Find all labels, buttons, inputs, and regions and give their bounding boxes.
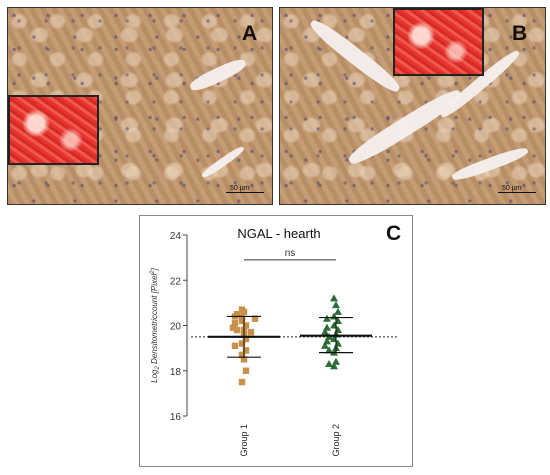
data-point-group2 (321, 328, 329, 336)
data-point-group1 (247, 329, 255, 336)
data-point-group1 (242, 335, 250, 343)
scale-bar (226, 192, 264, 193)
data-point-group2 (325, 346, 333, 354)
inset-stain-b (393, 8, 484, 76)
micrograph-panel-b: B 50 µm (279, 7, 546, 205)
data-point-group2 (334, 307, 342, 315)
y-tick-label: 20 (170, 322, 182, 333)
tissue-gap (450, 144, 530, 184)
data-point-group1 (231, 320, 239, 327)
tissue-gap (345, 84, 465, 170)
y-tick-label: 24 (170, 231, 182, 242)
chart-title: NGAL - hearth (237, 226, 320, 241)
data-point-group1 (251, 315, 259, 322)
data-point-group1 (238, 317, 246, 325)
data-point-group2 (330, 294, 338, 302)
panel-label-c: C (386, 222, 402, 245)
micrograph-panel-a: A 50 µm (7, 7, 273, 205)
data-point-group1 (229, 324, 237, 331)
panel-label-b: B (512, 22, 528, 45)
chart-panel-c: C NGAL - hearth 16 18 20 22 24 Log2 Densitomet… (139, 215, 413, 467)
y-tick-label: 22 (170, 276, 182, 287)
panel-label-a: A (242, 22, 258, 45)
tissue-gap (187, 55, 249, 95)
data-point-group1 (238, 351, 246, 359)
data-point-group1 (242, 347, 250, 354)
data-point-group1 (238, 340, 246, 347)
data-point-group1 (240, 308, 248, 316)
data-point-group2 (323, 314, 331, 322)
inset-stain-a (8, 95, 99, 165)
y-axis-label: Log2 Densitometriccount [Pixel2] (150, 267, 161, 383)
y-tick-label: 18 (170, 367, 182, 378)
scale-bar (498, 192, 536, 193)
data-point-group2 (332, 301, 340, 309)
data-point-group1 (233, 326, 241, 334)
scale-bar-label: 50 µm (502, 185, 522, 192)
significance-label: ns (285, 248, 296, 259)
data-point-group1 (240, 356, 248, 363)
data-point-group1 (231, 342, 239, 350)
scale-bar-label: 50 µm (230, 185, 250, 192)
data-point-group1 (238, 378, 246, 386)
data-point-group1 (242, 322, 250, 329)
tissue-gap (306, 15, 404, 97)
data-point-group2 (325, 359, 333, 367)
data-point-group2 (321, 341, 329, 349)
data-point-group2 (330, 362, 338, 370)
scatter-chart: NGAL - hearth 16 18 20 22 24 Log2 Densitometri… (150, 226, 398, 457)
data-point-group1 (242, 367, 250, 374)
x-category-label: Group 1 (239, 424, 249, 457)
y-tick-label: 16 (170, 412, 182, 423)
tissue-gap (200, 144, 246, 180)
x-category-label: Group 2 (331, 424, 341, 457)
